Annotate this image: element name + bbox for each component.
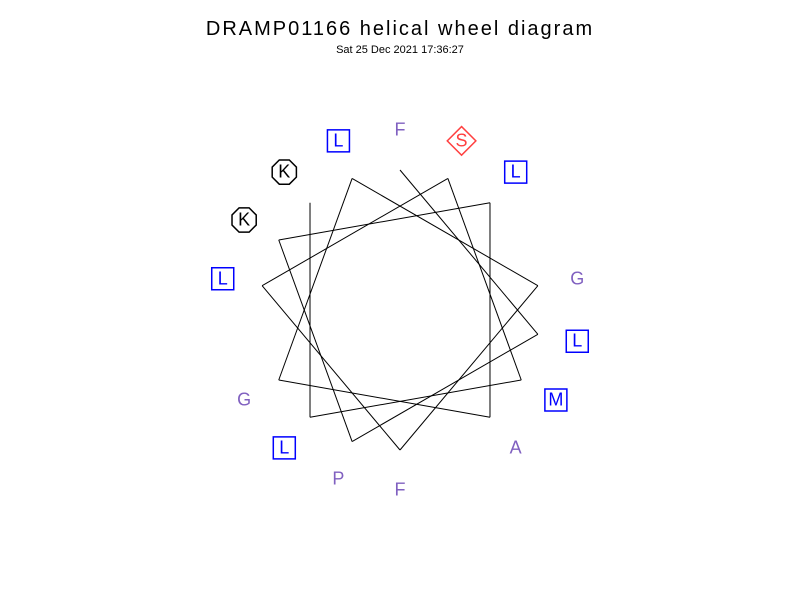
wheel-edge	[352, 178, 538, 285]
residue-square	[545, 389, 567, 411]
residue-square	[273, 437, 295, 459]
residue-square	[566, 330, 588, 352]
residue-octagon	[272, 160, 296, 184]
residue-square	[505, 161, 527, 183]
helical-wheel-svg	[0, 0, 800, 600]
residue-octagon	[232, 208, 256, 232]
residue-square	[212, 268, 234, 290]
wheel-edge	[262, 178, 448, 285]
residue-square	[327, 130, 349, 152]
residue-diamond	[447, 127, 476, 156]
